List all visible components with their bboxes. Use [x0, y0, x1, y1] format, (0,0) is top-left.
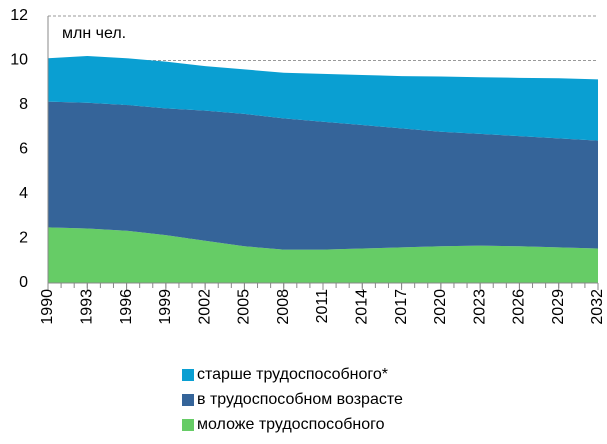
x-tick-label: 2023: [471, 289, 488, 325]
legend-label: в трудоспособном возрасте: [197, 391, 403, 408]
unit-annotation: млн чел.: [62, 25, 126, 42]
x-tick-label: 2026: [511, 289, 528, 325]
y-tick-label: 8: [19, 96, 28, 113]
x-tick-label: 2020: [432, 289, 449, 325]
y-tick-label: 2: [19, 230, 28, 247]
x-tick-label: 2017: [393, 289, 410, 325]
x-tick-label: 2014: [354, 289, 371, 325]
legend-swatch: [182, 394, 194, 406]
area: [48, 227, 598, 283]
area: [48, 101, 598, 250]
x-tick-label: 1990: [39, 289, 56, 325]
x-tick-label: 2032: [589, 289, 606, 325]
x-tick-label: 1996: [118, 289, 135, 325]
y-tick-label: 0: [19, 274, 28, 291]
y-tick-label: 12: [10, 7, 28, 24]
x-tick-label: 2008: [275, 289, 292, 325]
legend-swatch: [182, 369, 194, 381]
y-tick-label: 4: [19, 185, 28, 202]
area: [48, 56, 598, 141]
x-tick-label: 1993: [79, 289, 96, 325]
x-tick-label: 2011: [314, 289, 331, 324]
plot: [48, 15, 598, 284]
x-tick-label: 1999: [157, 289, 174, 325]
legend-label: старше трудоспособного*: [197, 366, 388, 383]
y-tick-label: 6: [19, 141, 28, 158]
x-tick-label: 2029: [550, 289, 567, 325]
x-tick-label: 2002: [196, 289, 213, 325]
y-tick-label: 10: [10, 52, 28, 69]
legend-label: моложе трудоспособного: [197, 416, 385, 433]
x-tick-label: 2005: [236, 289, 253, 325]
legend-swatch: [182, 419, 194, 431]
